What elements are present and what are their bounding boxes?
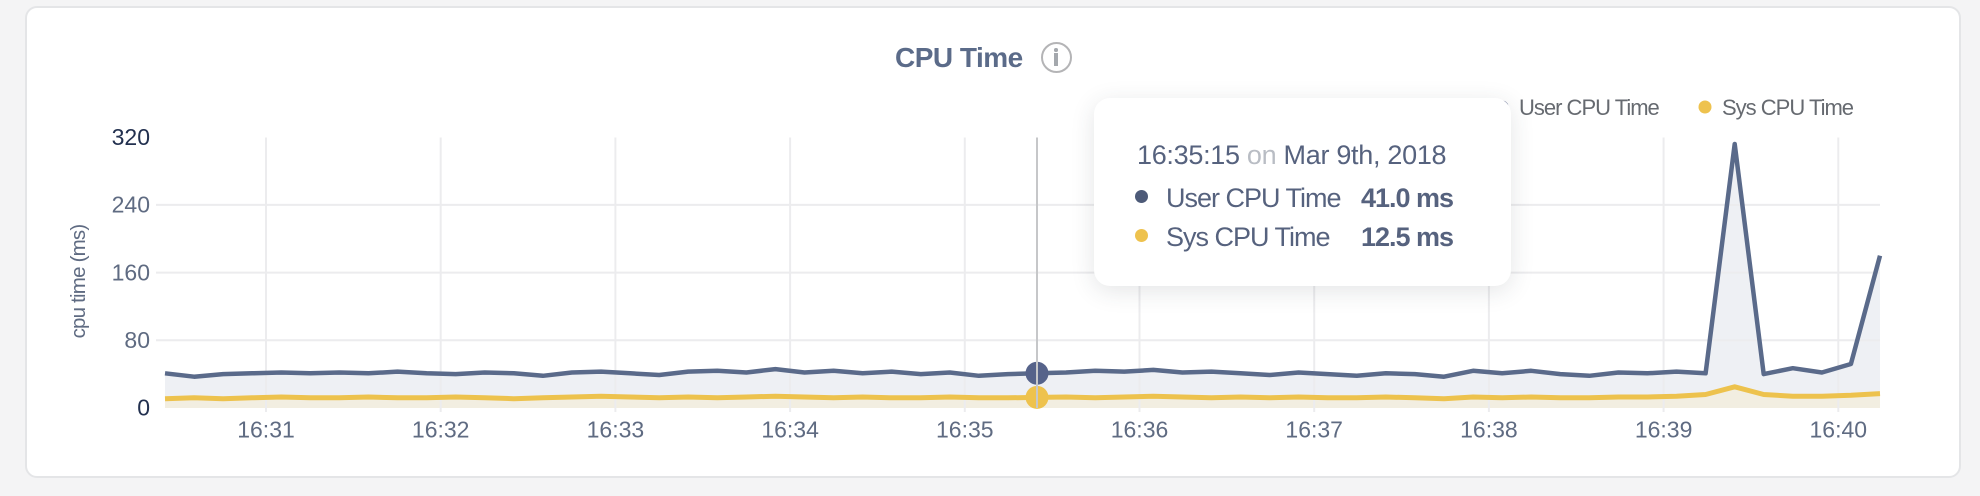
svg-text:320: 320 <box>112 124 150 150</box>
svg-text:16:37: 16:37 <box>1285 417 1343 443</box>
svg-text:16:35: 16:35 <box>936 417 994 443</box>
svg-text:User CPU Time: User CPU Time <box>1519 95 1660 120</box>
svg-text:16:38: 16:38 <box>1460 417 1518 443</box>
svg-text:16:33: 16:33 <box>587 417 645 443</box>
svg-text:16:34: 16:34 <box>761 417 819 443</box>
svg-text:16:36: 16:36 <box>1111 417 1169 443</box>
svg-text:80: 80 <box>124 327 150 353</box>
svg-text:16:39: 16:39 <box>1635 417 1693 443</box>
svg-text:240: 240 <box>112 192 150 218</box>
svg-text:160: 160 <box>112 259 150 285</box>
svg-text:cpu time (ms): cpu time (ms) <box>67 225 90 339</box>
svg-text:16:31: 16:31 <box>237 417 295 443</box>
svg-text:16:32: 16:32 <box>412 417 470 443</box>
svg-text:0: 0 <box>137 395 150 421</box>
svg-text:16:40: 16:40 <box>1810 417 1868 443</box>
svg-text:Sys CPU Time: Sys CPU Time <box>1722 95 1854 120</box>
